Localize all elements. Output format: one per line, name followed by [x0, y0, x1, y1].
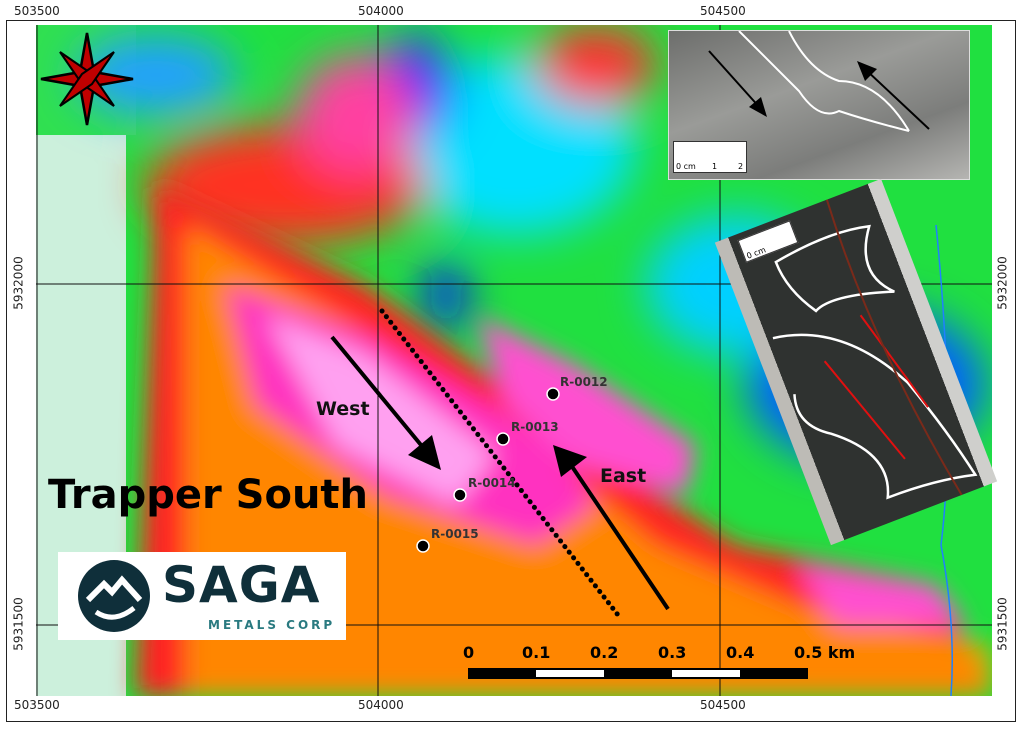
west-label: West	[316, 398, 370, 420]
scale-label: 0	[463, 643, 475, 662]
east-label: East	[600, 465, 647, 487]
stream-line	[935, 224, 953, 696]
y-tick: 5931500	[995, 597, 1010, 651]
sample-point[interactable]	[546, 387, 560, 401]
saga-logo: SAGA METALS CORP	[58, 552, 346, 640]
saga-emblem-icon	[78, 560, 150, 632]
north-star-icon	[40, 32, 134, 126]
scale-ruler: 0 cm 1 2	[673, 141, 747, 173]
y-tick: 5932000	[11, 256, 26, 310]
sample-label: R-0015	[431, 527, 479, 541]
core-photo-inset-2: 0 cm	[714, 178, 998, 546]
x-tick: 504000	[358, 4, 404, 18]
east-arrow	[553, 445, 670, 611]
sample-label: R-0014	[468, 476, 516, 490]
y-tick: 5932000	[995, 256, 1010, 310]
logo-name: SAGA	[162, 556, 321, 614]
scale-bar	[468, 668, 808, 679]
map-title: Trapper South	[48, 472, 369, 518]
y-tick: 5931500	[11, 597, 26, 651]
sample-label: R-0012	[560, 375, 608, 389]
x-tick: 504000	[358, 698, 404, 712]
x-tick: 503500	[14, 4, 60, 18]
scale-label: 0.2	[590, 643, 619, 662]
logo-subtitle: METALS CORP	[208, 618, 336, 632]
sample-point[interactable]	[416, 539, 430, 553]
scale-label: 0.5 km	[794, 643, 856, 662]
scale-label: 0.1	[522, 643, 551, 662]
x-tick: 504500	[700, 698, 746, 712]
sample-point[interactable]	[496, 432, 510, 446]
west-arrow	[330, 335, 441, 470]
map-frame	[6, 20, 1016, 722]
fault-dotted-line	[379, 308, 621, 618]
scale-label: 0.3	[658, 643, 687, 662]
sample-label: R-0013	[511, 420, 559, 434]
core-photo-inset-1: 0 cm 1 2	[668, 30, 970, 180]
sample-point[interactable]	[453, 488, 467, 502]
x-tick: 503500	[14, 698, 60, 712]
scale-label: 0.4	[726, 643, 755, 662]
x-tick: 504500	[700, 4, 746, 18]
